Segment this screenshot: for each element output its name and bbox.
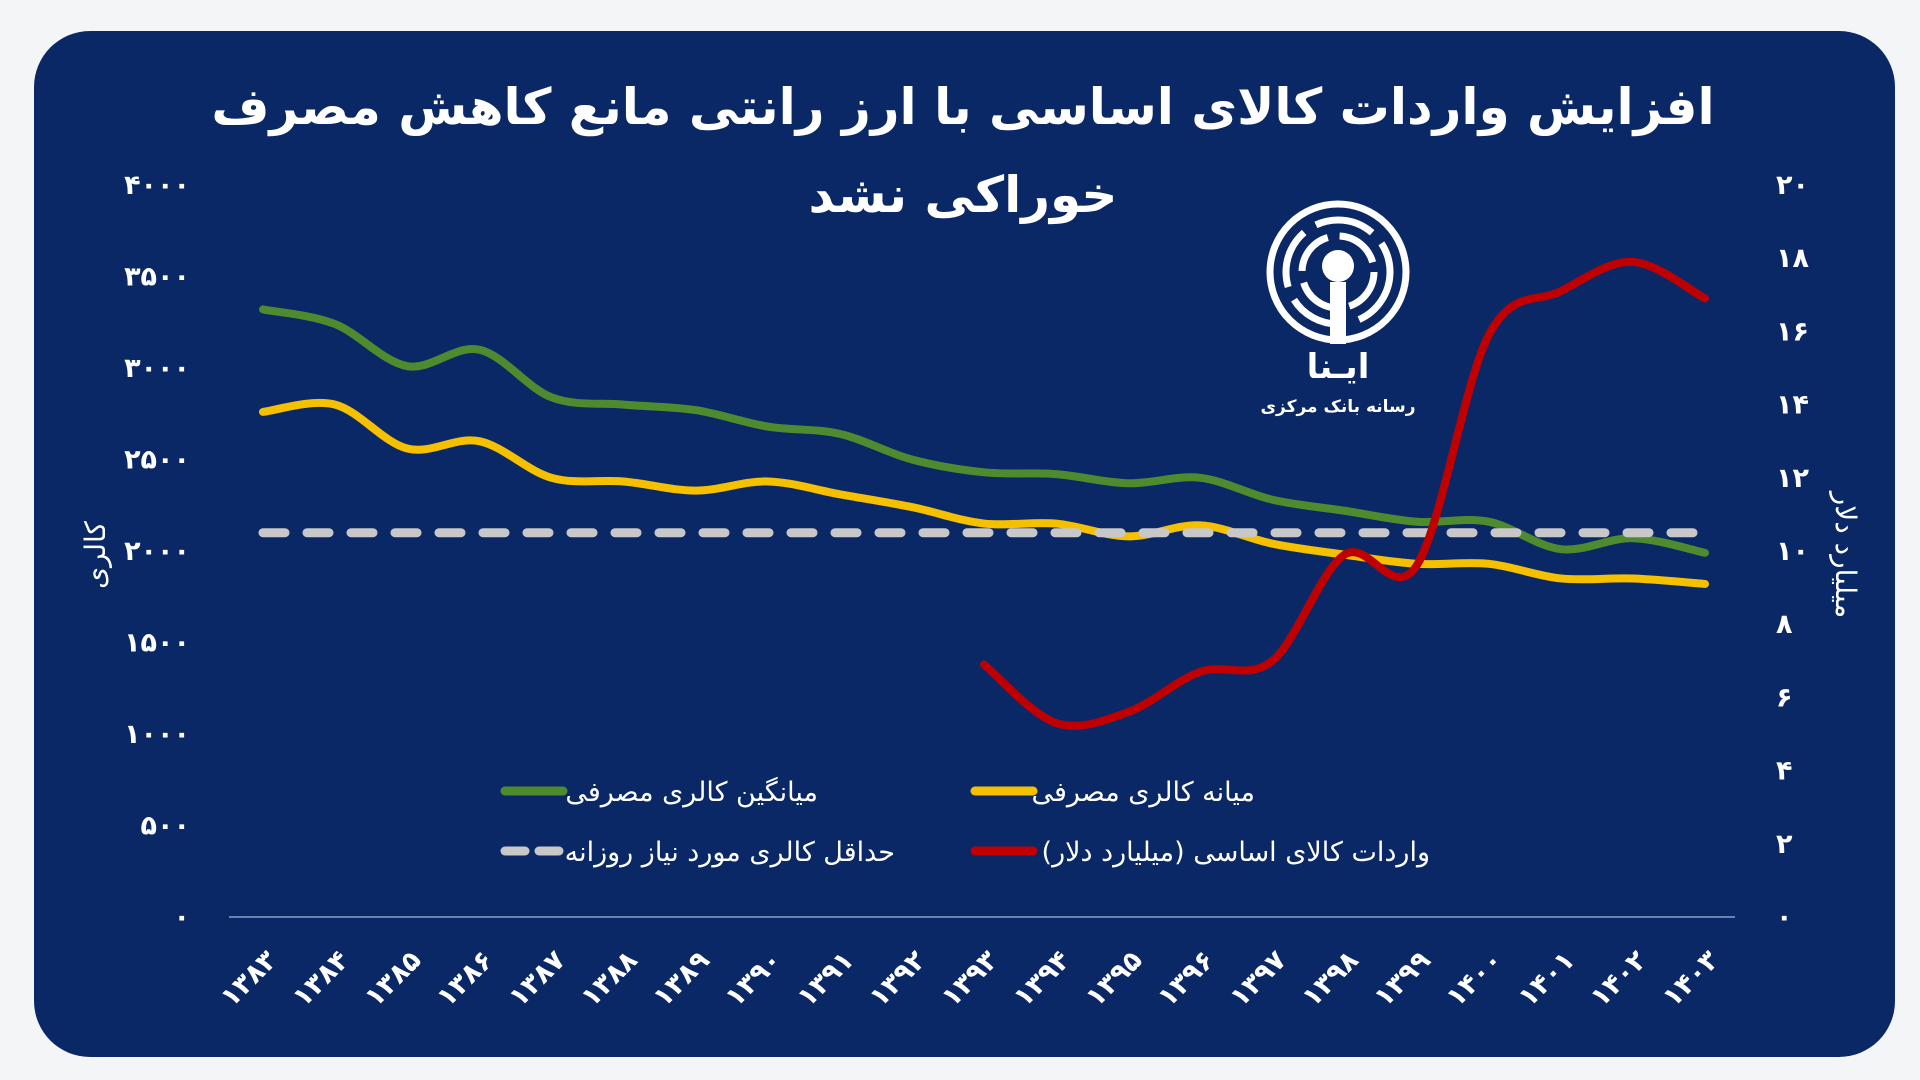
legend-label: واردات کالای اساسی (میلیارد دلار)	[1042, 837, 1430, 868]
chart-title-line-1: افزایش واردات کالای اساسی با ارز رانتی م…	[211, 78, 1714, 137]
legend-label: میانه کالری مصرفی	[1031, 777, 1255, 808]
x-tick-label: ۱۴۰۲	[1585, 944, 1654, 1013]
x-tick-label: ۱۳۹۸	[1296, 944, 1365, 1013]
legend-item: واردات کالای اساسی (میلیارد دلار)	[970, 837, 1430, 868]
right-tick-label: ۱۲	[1776, 463, 1809, 494]
legend-item: میانه کالری مصرفی	[970, 777, 1255, 808]
right-tick-label: ۱۸	[1776, 243, 1809, 274]
left-tick-label: ۲۰۰۰	[124, 536, 190, 567]
x-tick-label: ۱۳۸۴	[287, 945, 356, 1014]
logo-name: ایـنا	[1307, 347, 1370, 387]
x-tick-label: ۱۳۹۵	[1080, 945, 1149, 1014]
left-axis-ticks: ۰ ۵۰۰ ۱۰۰۰ ۱۵۰۰ ۲۰۰۰ ۲۵۰۰ ۳۰۰۰ ۳۵۰۰ ۴۰۰۰	[124, 170, 190, 933]
right-tick-label: ۱۰	[1776, 536, 1809, 567]
left-tick-label: ۳۰۰۰	[124, 353, 190, 384]
x-tick-label: ۱۳۸۵	[359, 945, 428, 1014]
right-tick-label: ۲	[1776, 829, 1793, 860]
legend-item: میانگین کالری مصرفی	[500, 776, 818, 808]
logo-stem	[1330, 282, 1346, 344]
x-tick-label: ۱۳۸۶	[431, 945, 500, 1014]
left-tick-label: ۵۰۰	[141, 811, 190, 842]
left-tick-label: ۰	[174, 902, 190, 933]
right-tick-label: ۲۰	[1776, 170, 1809, 201]
x-tick-label: ۱۳۸۸	[575, 944, 644, 1013]
x-tick-label: ۱۴۰۰	[1440, 945, 1509, 1014]
right-tick-label: ۱۶	[1776, 316, 1809, 347]
left-tick-label: ۴۰۰۰	[124, 170, 190, 201]
right-tick-label: ۱۴	[1776, 390, 1809, 421]
x-tick-label: ۱۳۸۳	[215, 944, 284, 1013]
right-tick-label: ۶	[1776, 682, 1792, 713]
x-tick-label: ۱۳۹۰	[719, 945, 788, 1014]
series-lines	[258, 257, 1710, 730]
left-tick-label: ۳۵۰۰	[124, 262, 190, 293]
x-tick-label: ۱۳۸۷	[503, 944, 572, 1013]
x-tick-label: ۱۳۹۷	[1224, 944, 1293, 1013]
x-tick-label: ۱۳۸۹	[647, 945, 716, 1014]
x-tick-label: ۱۴۰۳	[1657, 944, 1726, 1013]
series-line-0	[259, 305, 1709, 557]
logo-tagline: رسانه بانک مرکزی	[1260, 397, 1415, 417]
right-axis-label: میلیارد دلار	[1829, 490, 1862, 619]
series-line-3	[980, 257, 1709, 730]
right-tick-label: ۸	[1776, 609, 1793, 640]
x-tick-label: ۱۳۹۲	[864, 944, 933, 1013]
x-tick-label: ۱۳۹۳	[936, 944, 1005, 1013]
logo-center-dot	[1322, 250, 1354, 282]
left-tick-label: ۲۵۰۰	[124, 445, 190, 476]
logo: ایـنا رسانه بانک مرکزی	[1260, 200, 1416, 417]
legend: میانگین کالری مصرفی میانه کالری مصرفی حداق…	[500, 776, 1430, 868]
x-axis-ticks: ۱۳۸۳ ۱۳۸۴ ۱۳۸۵ ۱۳۸۶ ۱۳۸۷ ۱۳۸۸ ۱۳۸۹ ۱۳۹۰ ۱۳۹۱ ۱۳۹۲…	[215, 944, 1726, 1013]
x-tick-label: ۱۴۰۱	[1513, 945, 1582, 1014]
legend-item: حداقل کالری مورد نیاز روزانه	[500, 837, 895, 868]
left-tick-label: ۱۰۰۰	[124, 719, 190, 750]
series-line-1	[259, 398, 1709, 588]
x-tick-label: ۱۳۹۶	[1152, 945, 1221, 1014]
chart-title-line-2: خوراکی نشد	[809, 166, 1118, 225]
legend-label: حداقل کالری مورد نیاز روزانه	[565, 837, 895, 868]
logo-ring-3	[1298, 232, 1378, 312]
x-tick-label: ۱۳۹۹	[1368, 945, 1437, 1014]
x-tick-label: ۱۳۹۴	[1008, 945, 1077, 1014]
right-tick-label: ۴	[1776, 756, 1792, 787]
x-tick-label: ۱۳۹۱	[792, 945, 861, 1014]
legend-label: میانگین کالری مصرفی	[565, 776, 818, 808]
right-axis-ticks: ۰ ۲ ۴ ۶ ۸ ۱۰ ۱۲ ۱۴ ۱۶ ۱۸ ۲۰	[1776, 170, 1809, 933]
right-tick-label: ۰	[1776, 902, 1792, 933]
left-tick-label: ۱۵۰۰	[124, 628, 190, 659]
left-axis-label: کالری	[79, 520, 112, 588]
